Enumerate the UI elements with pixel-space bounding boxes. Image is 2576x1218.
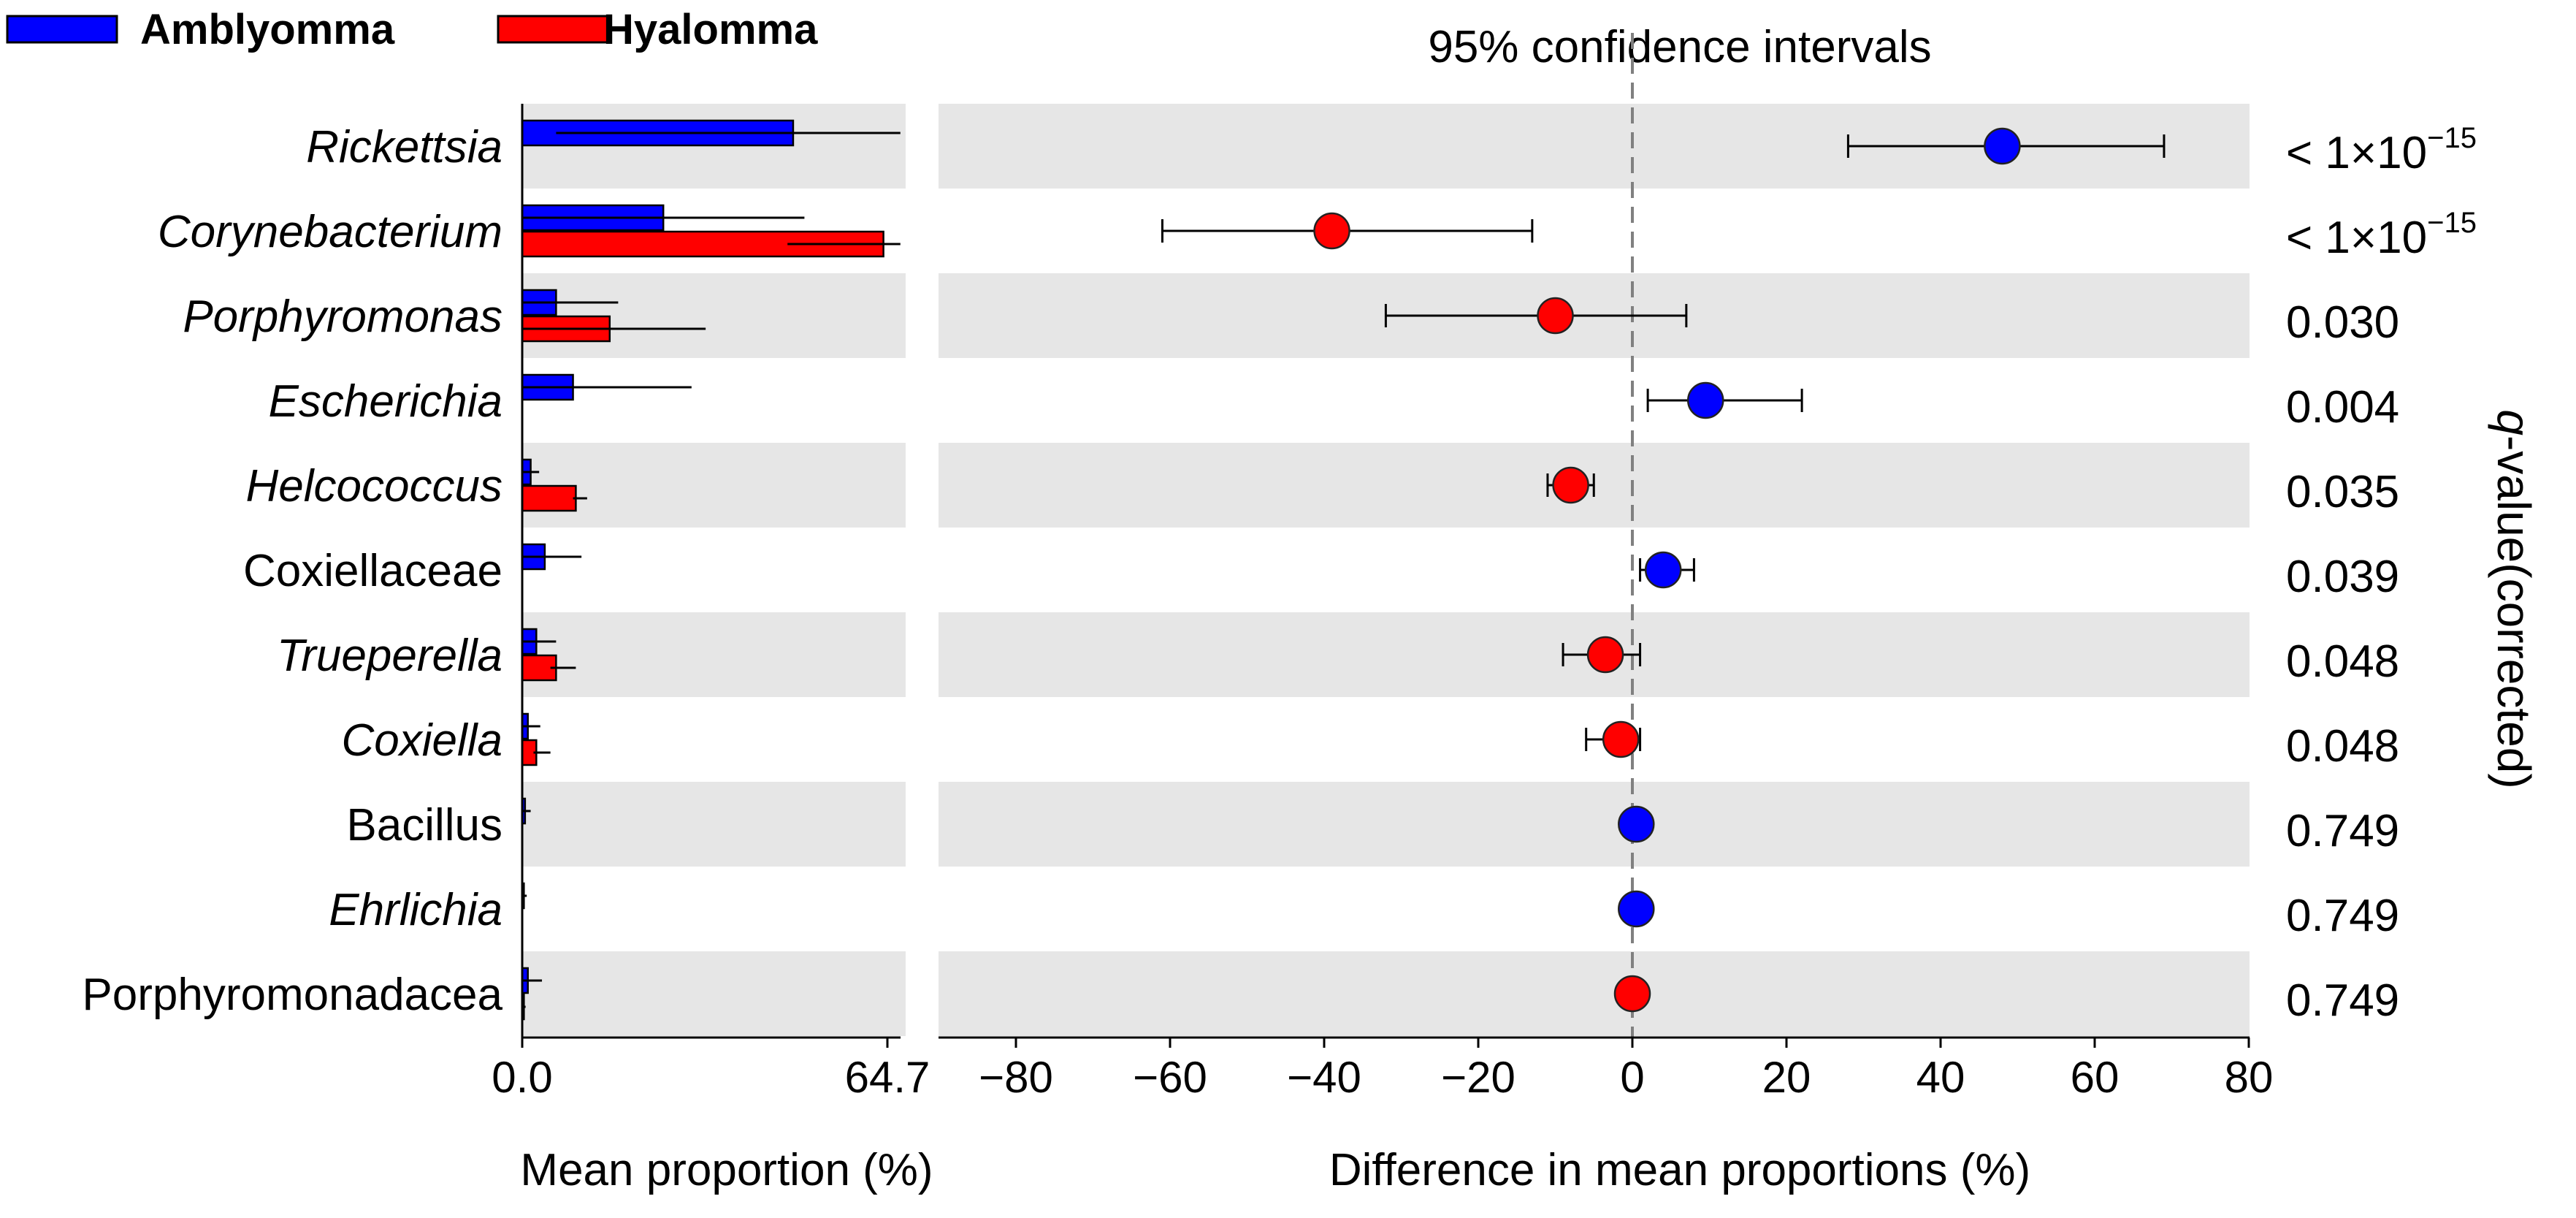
band-left-helcococcus: [522, 443, 906, 528]
right-tick-label-8: 80: [2225, 1053, 2274, 1102]
category-labels: Rickettsia Corynebacterium Porphyromonas Es…: [82, 122, 502, 1020]
category-label-bacillus: Bacillus: [346, 800, 502, 850]
right-x-axis-label: Difference in mean proportions (%): [1329, 1145, 2030, 1195]
q-value-coxiella: 0.048: [2286, 721, 2399, 772]
right-tick-label-5: 20: [1762, 1053, 1811, 1102]
category-label-coxiellaceae: Coxiellaceae: [243, 546, 502, 596]
ci-point-rickettsia: [1984, 127, 2021, 165]
ci-point-porphyromonadacea: [1613, 975, 1651, 1013]
q-value-porphyromonadacea: 0.749: [2286, 975, 2399, 1026]
legend: Amblyomma Hyalomma: [6, 6, 818, 53]
right-tick-label-1: −60: [1133, 1053, 1207, 1102]
q-value-corynebacterium: < 1×10−15: [2286, 207, 2477, 263]
ci-point-ehrlichia: [1618, 890, 1655, 928]
ci-point-coxiellaceae: [1644, 551, 1682, 589]
q-value-trueperella: 0.048: [2286, 636, 2399, 687]
category-label-ehrlichia: Ehrlichia: [329, 885, 502, 935]
left-tick-label-1: 64.7: [845, 1053, 930, 1102]
q-value-helcococcus: 0.035: [2286, 467, 2399, 517]
ci-point-helcococcus: [1552, 466, 1589, 504]
band-right-bacillus: [939, 782, 2250, 867]
category-label-porphyromonas: Porphyromonas: [183, 292, 502, 342]
right-tick-label-7: 60: [2071, 1053, 2120, 1102]
right-tick-label-3: −20: [1441, 1053, 1516, 1102]
category-label-escherichia: Escherichia: [269, 376, 502, 427]
right-tick-label-6: 40: [1916, 1053, 1965, 1102]
q-value-bacillus: 0.749: [2286, 806, 2399, 856]
left-tick-label-0: 0.0: [492, 1053, 552, 1102]
ci-point-escherichia: [1686, 381, 1724, 419]
right-panel-bands: [939, 104, 2250, 1036]
category-label-coxiella: Coxiella: [341, 715, 502, 766]
ci-error-bars-and-points: [1161, 127, 2166, 1013]
q-value-ehrlichia: 0.749: [2286, 891, 2399, 941]
q-value-labels: < 1×10−15 < 1×10−15 0.030 0.004 0.035 0.039 0.…: [2286, 122, 2477, 1026]
left-panel-bands: [522, 104, 906, 1036]
bar-hyalomma-helcococcus: [521, 484, 577, 512]
right-tick-label-0: −80: [979, 1053, 1053, 1102]
band-right-porphyromonadacea: [939, 951, 2250, 1036]
category-label-trueperella: Trueperella: [277, 631, 502, 681]
category-label-helcococcus: Helcococcus: [246, 461, 502, 511]
band-left-bacillus: [522, 782, 906, 867]
axes: 0.0 64.7 −80 −60 −40 −20 0 20 40 60 80: [492, 104, 2273, 1102]
band-left-trueperella: [522, 612, 906, 697]
mean-proportion-bars: [521, 119, 901, 1021]
legend-label-amblyomma: Amblyomma: [140, 6, 395, 53]
q-value-porphyromonas: 0.030: [2286, 297, 2399, 348]
q-value-rickettsia: < 1×10−15: [2286, 122, 2477, 178]
legend-swatch-hyalomma: [497, 15, 609, 44]
q-value-axis-label: q-value(corrected): [2488, 409, 2540, 788]
legend-swatch-amblyomma: [6, 15, 118, 44]
category-label-corynebacterium: Corynebacterium: [158, 207, 502, 257]
ci-point-trueperella: [1586, 636, 1624, 674]
ci-title: 95% confidence intervals: [1428, 22, 1931, 72]
q-value-escherichia: 0.004: [2286, 382, 2399, 433]
right-tick-label-2: −40: [1287, 1053, 1361, 1102]
band-left-porphyromonadacea: [522, 951, 906, 1036]
q-value-coxiellaceae: 0.039: [2286, 552, 2399, 602]
left-x-axis-label: Mean proportion (%): [520, 1145, 933, 1195]
ci-point-porphyromonas: [1537, 297, 1574, 335]
legend-label-hyalomma: Hyalomma: [603, 6, 818, 53]
category-label-porphyromonadacea: Porphyromonadacea: [82, 970, 502, 1020]
ci-point-corynebacterium: [1313, 212, 1350, 250]
ci-point-bacillus: [1618, 805, 1655, 843]
ci-point-coxiella: [1602, 720, 1640, 758]
category-label-rickettsia: Rickettsia: [306, 122, 502, 172]
right-tick-label-4: 0: [1620, 1053, 1644, 1102]
